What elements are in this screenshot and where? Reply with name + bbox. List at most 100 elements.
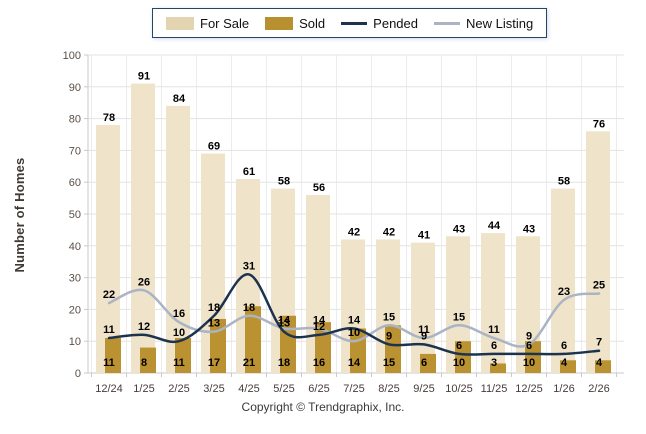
for-sale-value-label: 58 (558, 176, 570, 188)
legend-label-new-listing: New Listing (466, 15, 534, 31)
bar-for-sale (411, 242, 435, 373)
new-listing-value-label: 18 (243, 302, 255, 314)
pended-value-label: 12 (138, 321, 150, 333)
sold-value-label: 4 (596, 357, 603, 369)
y-tick-label: 100 (63, 50, 81, 62)
legend-item-new-listing: New Listing (434, 16, 533, 31)
for-sale-value-label: 41 (418, 230, 430, 242)
y-tick-label: 80 (69, 114, 81, 126)
sold-value-label: 16 (313, 357, 325, 369)
x-axis-label: 9/25 (413, 383, 434, 395)
pended-value-label: 9 (421, 330, 427, 342)
x-axis-label: 8/25 (378, 383, 399, 395)
legend-item-pended: Pended (341, 16, 418, 31)
new-listing-value-label: 11 (488, 324, 500, 336)
sold-value-label: 15 (383, 357, 395, 369)
sold-value-label: 3 (491, 357, 497, 369)
sold-value-label: 8 (141, 357, 147, 369)
x-axis-label: 1/26 (553, 383, 574, 395)
for-sale-value-label: 78 (103, 112, 115, 124)
pended-value-label: 6 (526, 340, 532, 352)
new-listing-value-label: 15 (383, 311, 395, 323)
pended-value-label: 9 (386, 330, 392, 342)
for-sale-value-label: 91 (138, 71, 150, 83)
copyright-text: Copyright © Trendgraphix, Inc. (241, 400, 405, 414)
pended-value-label: 11 (103, 324, 115, 336)
x-axis-label: 11/25 (481, 383, 508, 395)
bar-for-sale (96, 124, 120, 374)
bar-sold (385, 325, 401, 373)
new-listing-value-label: 10 (348, 327, 360, 339)
bar-sold (140, 347, 156, 373)
sold-value-label: 11 (103, 357, 115, 369)
y-tick-label: 0 (75, 368, 81, 380)
pended-value-label: 18 (208, 302, 220, 314)
for-sale-value-label: 44 (488, 220, 501, 232)
bar-sold (455, 341, 471, 373)
for-sale-value-label: 58 (278, 176, 290, 188)
legend-item-for-sale: For Sale (166, 16, 249, 31)
sold-value-label: 4 (561, 357, 568, 369)
sold-value-label: 6 (421, 357, 427, 369)
y-tick-label: 70 (69, 145, 81, 157)
y-tick-label: 90 (69, 82, 81, 94)
x-axis-label: 6/25 (308, 383, 329, 395)
bar-for-sale (551, 188, 575, 373)
bar-for-sale (166, 105, 190, 373)
bar-sold (490, 363, 506, 373)
for-sale-value-label: 42 (383, 226, 395, 238)
bar-sold (525, 341, 541, 373)
legend-line-new-listing (434, 21, 460, 25)
bar-sold (105, 338, 121, 373)
legend-label-for-sale: For Sale (200, 15, 250, 31)
legend-label-pended: Pended (373, 15, 418, 31)
y-axis-title: Number of Homes (12, 157, 27, 273)
x-axis-label: 1/25 (133, 383, 154, 395)
pended-value-label: 6 (561, 340, 567, 352)
sold-value-label: 17 (208, 357, 220, 369)
x-axis-label: 3/25 (203, 383, 224, 395)
bar-for-sale (586, 131, 610, 373)
pended-value-label: 13 (278, 318, 290, 330)
bar-for-sale (131, 83, 155, 374)
y-tick-label: 40 (69, 241, 81, 253)
for-sale-value-label: 84 (173, 93, 186, 105)
x-axis-label: 5/25 (273, 383, 294, 395)
new-listing-value-label: 14 (278, 314, 291, 326)
sold-value-label: 21 (243, 357, 255, 369)
new-listing-value-label: 11 (418, 324, 430, 336)
new-listing-value-label: 15 (453, 311, 465, 323)
new-listing-value-label: 26 (138, 276, 150, 288)
new-listing-value-label: 16 (173, 308, 185, 320)
pended-value-label: 31 (243, 260, 255, 272)
y-tick-label: 10 (69, 336, 81, 348)
line-pended (107, 273, 601, 356)
for-sale-value-label: 43 (523, 223, 535, 235)
for-sale-value-label: 69 (208, 141, 220, 153)
x-axis-label: 4/25 (238, 383, 259, 395)
bar-sold (560, 360, 576, 373)
sold-value-label: 11 (173, 357, 185, 369)
for-sale-value-label: 61 (243, 166, 255, 178)
pended-value-label: 6 (491, 340, 497, 352)
x-axis-label: 12/24 (95, 383, 123, 395)
x-axis-label: 7/25 (343, 383, 364, 395)
y-tick-label: 30 (69, 273, 81, 285)
y-tick-label: 50 (69, 209, 81, 221)
new-listing-value-label: 25 (593, 280, 605, 292)
new-listing-value-label: 22 (103, 289, 115, 301)
line-new-listing (107, 288, 601, 348)
legend-label-sold: Sold (299, 15, 326, 31)
for-sale-value-label: 43 (453, 223, 465, 235)
sold-value-label: 18 (278, 357, 290, 369)
new-listing-value-label: 14 (313, 314, 326, 326)
sold-value-label: 10 (453, 357, 465, 369)
bar-sold (595, 360, 611, 373)
new-listing-value-label: 13 (208, 318, 220, 330)
x-axis-label: 2/25 (168, 383, 189, 395)
x-axis-label: 2/26 (588, 383, 609, 395)
legend-swatch-for-sale (166, 16, 194, 30)
bar-sold (245, 306, 261, 373)
pended-value-label: 14 (348, 314, 361, 326)
